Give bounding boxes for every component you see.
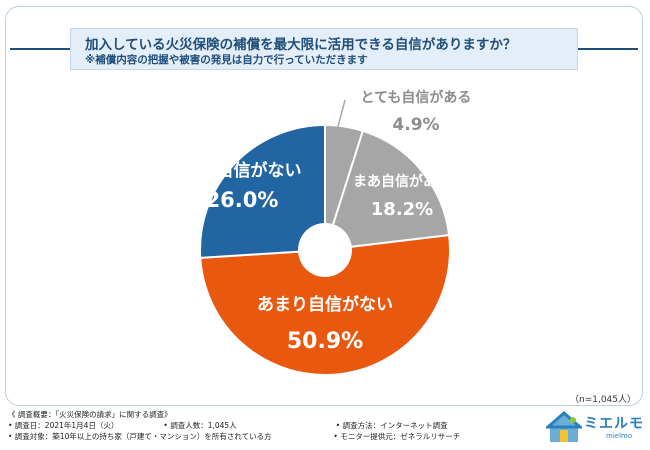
slice-somewhat-confident bbox=[323, 129, 451, 252]
footer-target: • 調査対象：築10年以上の持ち家（戸建て・マンション）を所有されている方 bbox=[8, 432, 272, 441]
chart-title: 加入している火災保険の補償を最大限に活用できる自信がありますか？ bbox=[85, 37, 517, 53]
donut-hole bbox=[298, 223, 352, 277]
title-rule-left bbox=[10, 48, 70, 50]
survey-footer: 《 調査概要：「火災保険の請求」に関する調査》 • 調査日：2021年1月4日（… bbox=[8, 409, 460, 442]
footer-heading: 《 調査概要：「火災保険の請求」に関する調査》 bbox=[8, 410, 172, 419]
leader-line bbox=[333, 99, 346, 143]
house-logo-icon bbox=[544, 411, 584, 442]
slice-not-confident-at-all bbox=[199, 123, 326, 259]
slice-label: とても自信がある bbox=[361, 89, 472, 106]
footer-provider: • モニター提供元：ゼネラルリサーチ bbox=[333, 432, 461, 441]
slice-value: 50.9% bbox=[287, 329, 363, 354]
slice-value: 4.9% bbox=[392, 115, 439, 135]
slice-not-very-confident bbox=[199, 234, 451, 376]
slice-value: 18.2% bbox=[371, 199, 433, 220]
logo-sub: mielmo bbox=[606, 432, 633, 440]
footer-method: • 調査方法：インターネット調査 bbox=[335, 421, 448, 430]
sample-size-note: （n=1,045人） bbox=[569, 395, 636, 405]
footer-count: • 調査人数：1,045人 bbox=[163, 421, 237, 430]
footer-date: • 調査日：2021年1月4日（火） bbox=[8, 421, 119, 430]
slice-value: 26.0% bbox=[206, 188, 279, 212]
slice-label: まあ自信がある bbox=[353, 173, 451, 190]
title-rule-right bbox=[578, 48, 638, 50]
chart-subtitle: ※補償内容の把握や被害の発見は自力で行っていただきます bbox=[85, 54, 368, 66]
title-box: 加入している火災保険の補償を最大限に活用できる自信がありますか？ ※補償内容の把… bbox=[70, 28, 578, 70]
slice-label: あまり自信がない bbox=[257, 294, 393, 315]
mielmo-logo: ミエルモ mielmo bbox=[544, 410, 646, 446]
logo-name: ミエルモ bbox=[584, 416, 644, 432]
slice-label: 全く自信がない bbox=[182, 160, 302, 181]
